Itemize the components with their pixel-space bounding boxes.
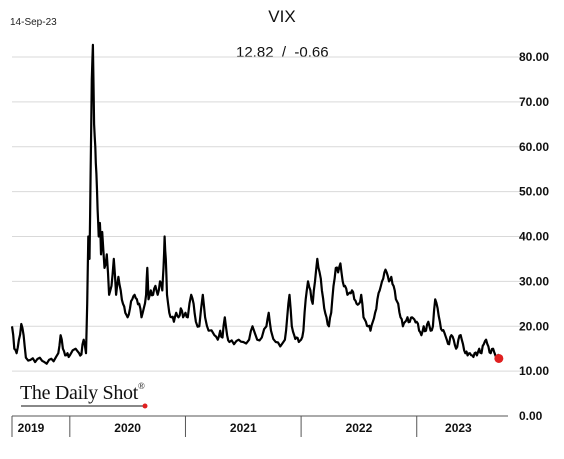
x-tick-label: 2022 (346, 421, 373, 435)
x-tick-label: 2019 (18, 421, 45, 435)
readout-separator: / (281, 44, 287, 61)
axes (11, 415, 508, 437)
as-of-date: 14-Sep-23 (10, 17, 57, 28)
daily-shot-logo: The Daily Shot® (20, 381, 145, 405)
y-tick-label: 80.00 (519, 50, 549, 64)
y-tick-labels: 0.00 10.00 20.00 30.00 40.00 50.00 60.00 70.00 8… (519, 50, 549, 423)
x-tick-label: 2023 (445, 421, 472, 435)
series-layer (10, 43, 504, 365)
y-tick-label: 20.00 (519, 319, 549, 333)
x-tick-label: 2021 (230, 421, 257, 435)
y-tick-label: 60.00 (519, 140, 549, 154)
y-tick-label: 40.00 (519, 230, 549, 244)
y-tick-label: 30.00 (519, 274, 549, 288)
y-tick-label: 0.00 (519, 409, 543, 423)
last-value-marker (494, 353, 504, 363)
vix-series-line (10, 43, 500, 365)
logo-dot (142, 403, 148, 409)
logo-registered-mark: ® (138, 381, 145, 392)
x-tick-labels: 2019 2020 2021 2022 2023 (18, 421, 472, 435)
chart-title: VIX (268, 7, 296, 26)
y-tick-label: 70.00 (519, 95, 549, 109)
x-tick-label: 2020 (114, 421, 141, 435)
y-tick-label: 10.00 (519, 364, 549, 378)
y-tick-label: 50.00 (519, 185, 549, 199)
logo-wordmark: The Daily Shot (20, 382, 139, 404)
